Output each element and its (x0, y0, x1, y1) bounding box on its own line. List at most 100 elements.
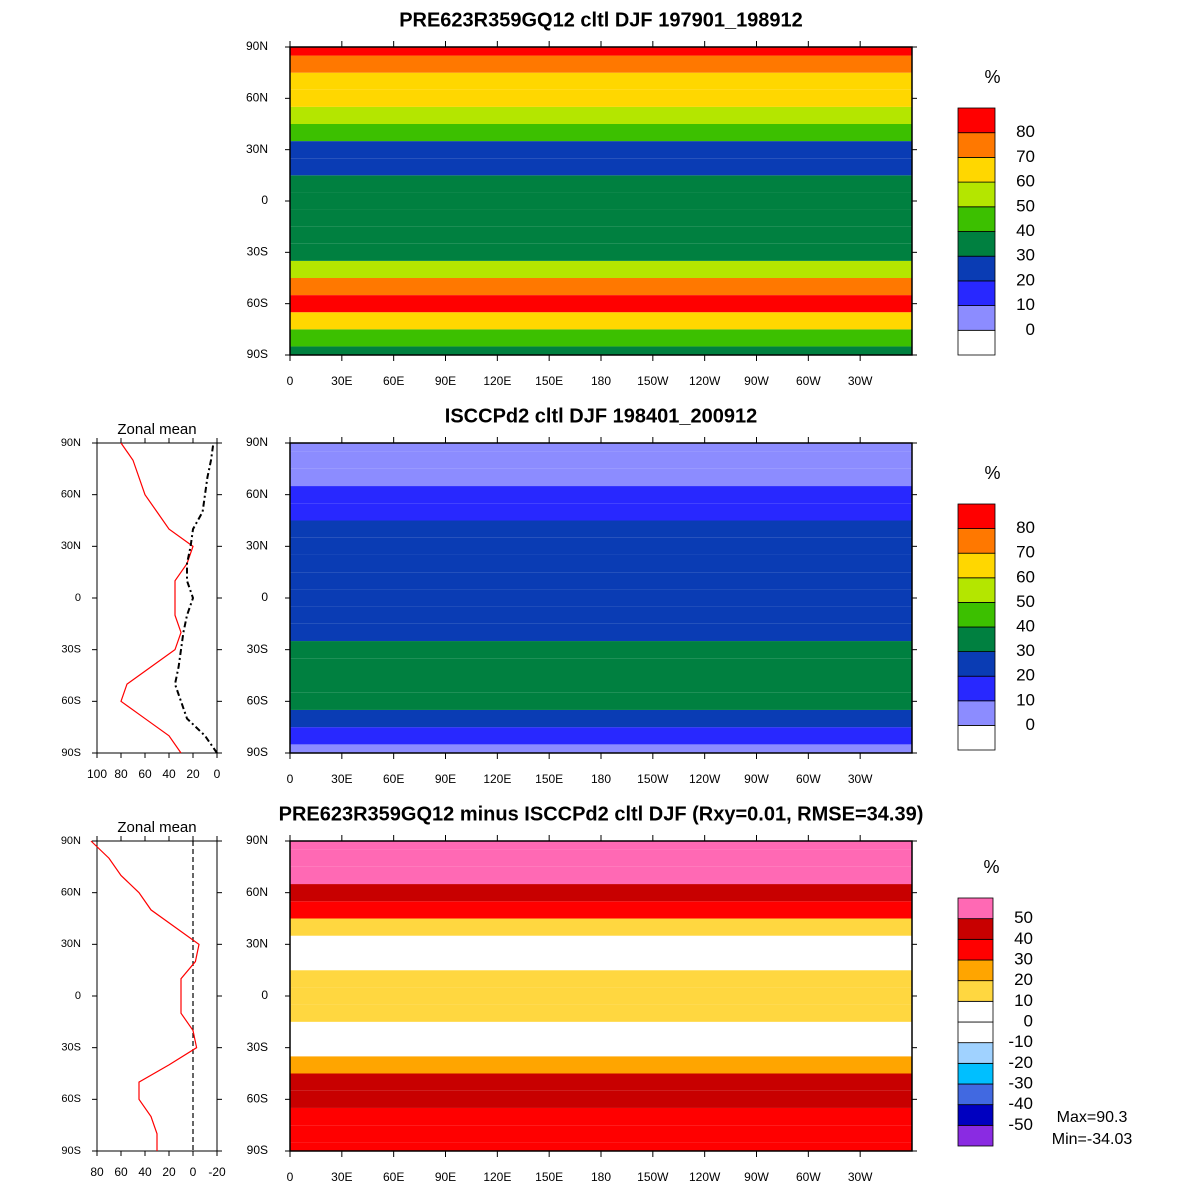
colorbar-box (957, 626, 996, 653)
y-tick-label: 60N (246, 91, 268, 105)
x-tick-label: 30W (848, 772, 873, 786)
x-tick-label: 30W (848, 374, 873, 388)
x-tick-label: 60E (383, 772, 404, 786)
y-tick-label: 90N (61, 437, 81, 449)
colorbar-box (957, 255, 996, 282)
zonal-band (290, 623, 912, 642)
y-tick-label: 0 (261, 590, 268, 604)
y-tick-label: 30S (247, 245, 268, 259)
y-tick-label: 0 (75, 990, 81, 1002)
zonal-band (290, 1142, 912, 1151)
x-tick-label: 20 (186, 767, 200, 781)
x-tick-label: 60E (383, 374, 404, 388)
zonal-band (290, 1107, 912, 1126)
colorbar-label: 10 (1016, 690, 1035, 709)
zonal-band (290, 554, 912, 573)
zonal-band (290, 952, 912, 971)
y-tick-label: 90N (61, 835, 81, 847)
colorbar-box (957, 181, 996, 208)
y-tick-label: 60S (61, 695, 81, 707)
zonal-band (290, 970, 912, 988)
y-tick-label: 60N (61, 887, 81, 899)
colorbar-label: 70 (1016, 147, 1035, 166)
x-tick-label: 60W (796, 374, 821, 388)
y-tick-label: 90S (247, 745, 268, 759)
zonal-band (290, 260, 912, 278)
x-tick-label: 0 (287, 1170, 294, 1184)
colorbar-label: -40 (1008, 1094, 1033, 1113)
x-tick-label: 90E (435, 772, 456, 786)
x-tick-label: 150E (535, 374, 563, 388)
y-tick-label: 30S (61, 1042, 81, 1054)
colorbar-box (957, 577, 996, 603)
colorbar-box (957, 280, 996, 306)
x-tick-label: 90W (744, 374, 769, 388)
plot-title: Zonal mean (117, 819, 196, 836)
y-tick-label: 60S (61, 1093, 81, 1105)
x-tick-label: 60W (796, 772, 821, 786)
colorbar-box (957, 1062, 994, 1085)
zonal-band (290, 520, 912, 538)
x-tick-label: 20 (162, 1165, 176, 1179)
annotation: Min=-34.03 (1052, 1131, 1133, 1148)
colorbar-box (957, 602, 996, 628)
x-tick-label: 80 (114, 767, 128, 781)
colorbar-label: 20 (1016, 270, 1035, 289)
x-tick-label: 120W (689, 374, 721, 388)
colorbar-label: 50 (1014, 908, 1033, 927)
colorbar-unit: % (984, 67, 1000, 87)
colorbar-label: 40 (1016, 616, 1035, 635)
colorbar-label: 30 (1016, 246, 1035, 265)
colorbar-label: 20 (1014, 970, 1033, 989)
zonal-band (290, 503, 912, 521)
x-tick-label: 60E (383, 1170, 404, 1184)
zonal-band (290, 443, 912, 452)
colorbar-box (957, 1083, 994, 1106)
zonal-line (173, 442, 218, 754)
y-tick-label: 30N (61, 540, 81, 552)
x-tick-label: 150E (535, 772, 563, 786)
plot-frame (96, 442, 218, 754)
zonal-band (290, 675, 912, 693)
map-title: PRE623R359GQ12 cltl DJF 197901_198912 (399, 9, 803, 31)
x-tick-label: 60 (138, 767, 152, 781)
x-tick-label: 40 (138, 1165, 152, 1179)
colorbar-label: 0 (1024, 1011, 1033, 1030)
colorbar-label: 80 (1016, 122, 1035, 141)
zonal-band (290, 89, 912, 107)
y-tick-label: 60N (61, 489, 81, 501)
zonal-band (290, 141, 912, 159)
colorbar-box (957, 897, 994, 920)
colorbar-label: 0 (1026, 320, 1035, 339)
colorbar-box (957, 107, 996, 134)
zonal-band (290, 744, 912, 753)
zonal-band (290, 209, 912, 227)
y-tick-label: 30S (61, 644, 81, 656)
colorbar-label: 10 (1016, 295, 1035, 314)
x-tick-label: 0 (287, 374, 294, 388)
zonal-band (290, 175, 912, 193)
zonal-band (290, 158, 912, 176)
y-tick-label: 60N (246, 487, 268, 501)
x-tick-label: 150W (637, 772, 669, 786)
x-tick-label: 30E (331, 1170, 352, 1184)
y-tick-label: 30N (246, 937, 268, 951)
x-tick-label: 120E (483, 1170, 511, 1184)
zonal-band (290, 841, 912, 850)
colorbar-label: 20 (1016, 666, 1035, 685)
x-tick-label: 30W (848, 1170, 873, 1184)
zonal-band (290, 106, 912, 124)
colorbar-label: 40 (1016, 221, 1035, 240)
zonal-band (290, 47, 912, 56)
zonal-band (290, 935, 912, 953)
colorbar-label: -50 (1008, 1115, 1033, 1134)
x-tick-label: 180 (591, 374, 611, 388)
colorbar-label: 50 (1016, 196, 1035, 215)
colorbar-box (957, 528, 996, 554)
colorbar-box (957, 1021, 994, 1044)
colorbar-box (957, 206, 996, 232)
map-title: ISCCPd2 cltl DJF 198401_200912 (445, 405, 757, 427)
colorbar-box (957, 959, 994, 982)
colorbar-box (957, 700, 996, 726)
map-title: PRE623R359GQ12 minus ISCCPd2 cltl DJF (R… (279, 803, 924, 825)
